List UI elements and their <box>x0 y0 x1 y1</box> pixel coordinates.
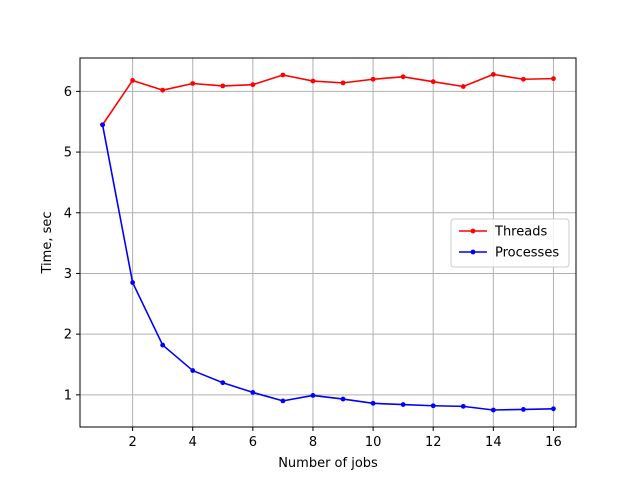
data-point-processes <box>430 403 436 409</box>
x-tick-label: 12 <box>425 435 442 450</box>
data-point-threads <box>160 87 166 93</box>
data-point-processes <box>520 406 526 412</box>
y-axis-label: Time, sec <box>40 212 55 275</box>
y-tick-label: 5 <box>64 146 72 161</box>
y-tick-label: 6 <box>64 85 72 100</box>
data-point-threads <box>220 83 226 89</box>
x-axis-label: Number of jobs <box>278 456 378 471</box>
legend-item-threads: Threads <box>459 225 547 240</box>
data-point-processes <box>400 402 406 407</box>
legend-item-processes: Processes <box>459 246 559 261</box>
legend-swatch-marker <box>470 249 476 255</box>
data-point-threads <box>460 84 466 89</box>
data-point-threads <box>310 78 316 84</box>
data-point-processes <box>490 407 496 413</box>
series-processes <box>100 122 556 413</box>
data-point-threads <box>551 76 556 82</box>
x-tick-label: 10 <box>365 435 382 450</box>
data-point-processes <box>280 398 286 404</box>
plot-frame <box>79 57 577 428</box>
y-tick-label: 2 <box>64 328 72 343</box>
x-tick-label: 4 <box>189 435 197 450</box>
data-point-processes <box>160 342 166 348</box>
data-point-threads <box>250 82 256 88</box>
legend: Threads Processes <box>450 218 570 268</box>
data-point-threads <box>130 78 136 83</box>
x-tick-label: 14 <box>485 435 502 450</box>
y-tick-label: 4 <box>64 206 72 221</box>
x-tick-label: 2 <box>128 435 136 450</box>
y-tick-label: 3 <box>64 267 72 282</box>
data-point-threads <box>520 76 526 82</box>
series-layer <box>100 71 556 413</box>
y-tick-label: 1 <box>64 388 72 403</box>
data-point-processes <box>100 122 105 128</box>
data-point-threads <box>430 79 436 85</box>
data-point-threads <box>490 71 496 77</box>
legend-label: Threads <box>494 225 547 240</box>
data-point-processes <box>130 280 136 285</box>
data-point-processes <box>551 406 556 412</box>
data-point-processes <box>460 403 466 409</box>
data-point-processes <box>340 396 346 402</box>
data-point-processes <box>220 380 226 386</box>
series-line-threads <box>101 73 554 126</box>
data-point-processes <box>190 368 196 373</box>
data-point-threads <box>280 72 286 78</box>
legend-label: Processes <box>495 246 559 261</box>
data-point-processes <box>250 390 256 395</box>
series-line-processes <box>101 124 554 411</box>
data-point-threads <box>370 76 376 82</box>
legend-swatch-marker <box>470 228 476 234</box>
data-point-threads <box>190 81 196 86</box>
data-point-processes <box>310 393 316 398</box>
data-point-processes <box>370 400 376 406</box>
data-point-threads <box>400 74 406 80</box>
x-tick-label: 6 <box>249 435 257 450</box>
grid <box>80 58 576 427</box>
series-threads <box>100 71 556 128</box>
x-tick-label: 16 <box>545 435 562 450</box>
x-tick-label: 8 <box>309 435 317 450</box>
data-point-threads <box>340 80 346 86</box>
